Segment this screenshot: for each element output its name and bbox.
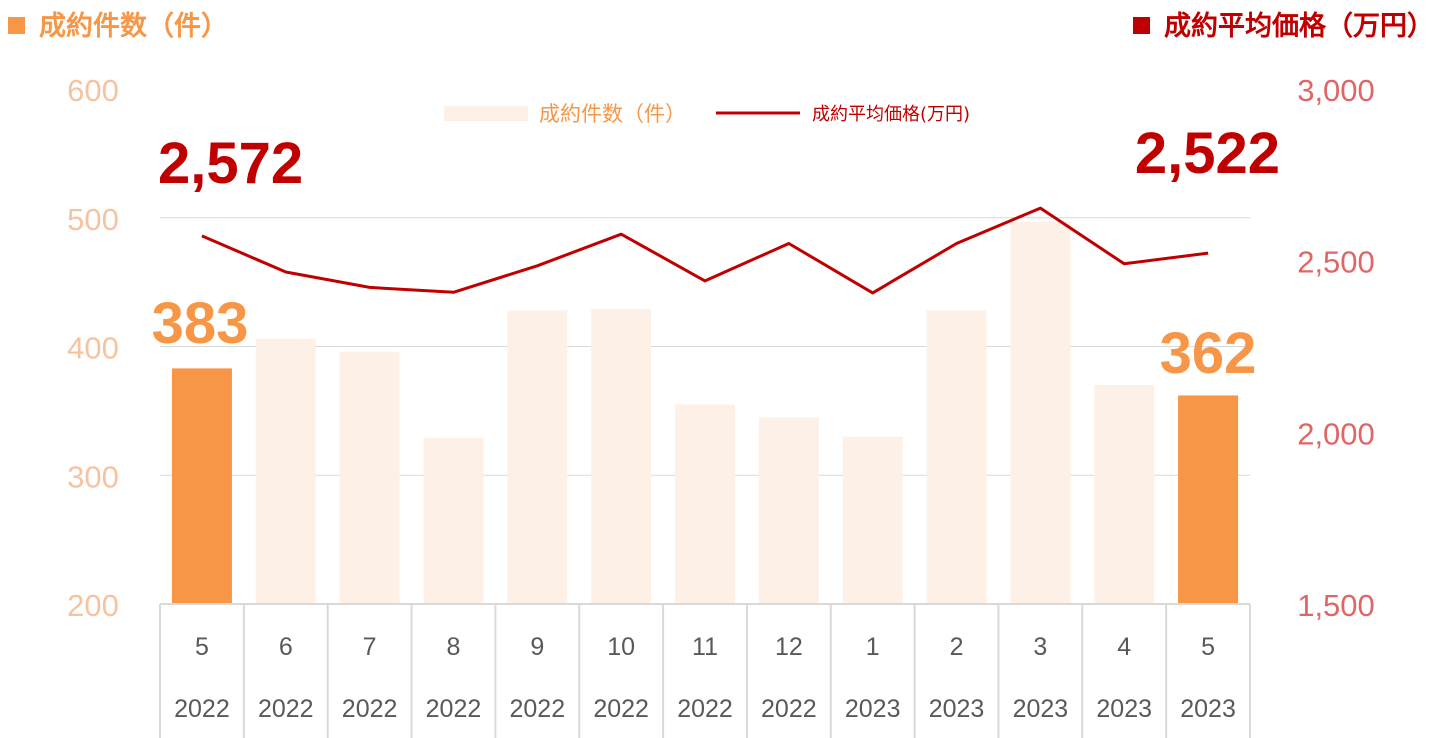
bar <box>675 404 735 604</box>
right-axis-title: 成約平均価格（万円） <box>1133 4 1434 43</box>
bar <box>171 368 232 604</box>
data-label-count-last: 362 <box>1160 321 1257 386</box>
category-month-label: 10 <box>607 633 635 661</box>
category-year-label: 2023 <box>845 695 901 723</box>
left-axis-tick: 300 <box>67 459 119 494</box>
data-label-count-first: 383 <box>152 291 249 356</box>
category-month-label: 6 <box>279 633 293 661</box>
category-year-label: 2022 <box>258 695 314 723</box>
category-month-label: 4 <box>1117 633 1131 661</box>
right-axis-title-swatch <box>1133 17 1150 34</box>
data-label-price-first: 2,572 <box>158 131 303 196</box>
bar <box>1010 221 1071 605</box>
bar <box>507 310 568 604</box>
bar <box>423 437 484 604</box>
left-axis-title-text: 成約件数（件） <box>39 11 228 42</box>
category-month-label: 1 <box>866 633 880 661</box>
category-month-label: 2 <box>950 633 964 661</box>
category-year-label: 2022 <box>426 695 482 723</box>
category-year-label: 2022 <box>342 695 398 723</box>
category-year-label: 2022 <box>677 695 733 723</box>
legend-bar-label: 成約件数（件） <box>539 102 686 126</box>
category-year-label: 2023 <box>1180 695 1236 723</box>
category-month-label: 11 <box>692 633 718 661</box>
bar <box>842 436 903 604</box>
category-year-label: 2022 <box>509 695 565 723</box>
left-axis-tick: 500 <box>67 202 119 237</box>
bar <box>1094 385 1155 604</box>
category-month-label: 5 <box>195 633 209 661</box>
left-axis-title: 成約件数（件） <box>8 4 228 43</box>
right-axis-tick: 2,000 <box>1297 416 1375 451</box>
right-axis-title-text: 成約平均価格（万円） <box>1164 11 1434 42</box>
category-year-label: 2023 <box>1096 695 1152 723</box>
left-axis-tick: 200 <box>67 588 119 623</box>
category-month-label: 3 <box>1033 633 1047 661</box>
category-month-label: 9 <box>530 633 544 661</box>
bar <box>926 310 987 604</box>
category-month-label: 12 <box>775 633 803 661</box>
bar <box>758 417 819 604</box>
category-year-label: 2022 <box>174 695 230 723</box>
data-label-price-last: 2,522 <box>1135 121 1280 186</box>
left-axis-tick: 600 <box>67 73 119 108</box>
price-line <box>201 206 1209 295</box>
category-month-label: 8 <box>447 633 461 661</box>
right-axis-tick: 2,500 <box>1297 245 1375 280</box>
legend-bar-swatch <box>444 106 528 121</box>
legend-line-label: 成約平均価格(万円) <box>812 104 970 125</box>
left-axis-title-swatch <box>8 17 25 34</box>
right-axis-tick: 1,500 <box>1297 588 1375 623</box>
bar <box>339 351 400 604</box>
category-year-label: 2023 <box>929 695 985 723</box>
bar <box>1178 395 1239 604</box>
category-month-label: 5 <box>1201 633 1215 661</box>
category-year-label: 2022 <box>761 695 817 723</box>
bar <box>591 309 652 604</box>
category-month-label: 7 <box>363 633 377 661</box>
right-axis-tick: 3,000 <box>1297 73 1375 108</box>
category-year-label: 2022 <box>593 695 649 723</box>
category-year-label: 2023 <box>1013 695 1069 723</box>
left-axis-tick: 400 <box>67 331 119 366</box>
bar <box>255 338 316 604</box>
